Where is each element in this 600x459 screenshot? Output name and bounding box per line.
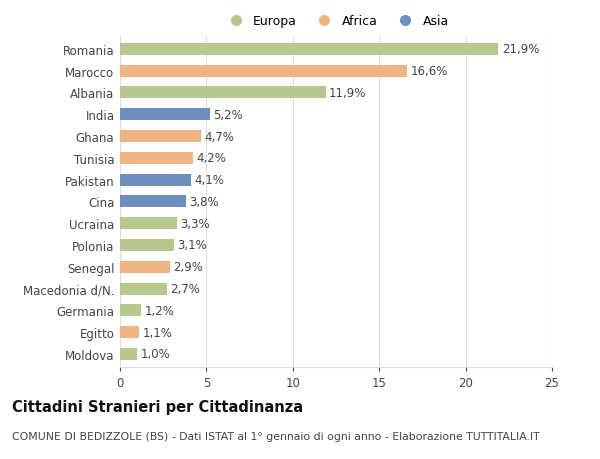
Bar — [120, 283, 167, 295]
Text: 1,1%: 1,1% — [142, 326, 172, 339]
Text: 1,0%: 1,0% — [141, 347, 170, 361]
Bar — [120, 131, 201, 143]
Text: 3,1%: 3,1% — [177, 239, 207, 252]
Text: Cittadini Stranieri per Cittadinanza: Cittadini Stranieri per Cittadinanza — [12, 399, 303, 414]
Text: 16,6%: 16,6% — [410, 65, 448, 78]
Text: 2,7%: 2,7% — [170, 282, 200, 296]
Bar — [120, 218, 177, 230]
Bar — [120, 261, 170, 273]
Text: 21,9%: 21,9% — [502, 43, 539, 56]
Bar — [120, 196, 185, 208]
Text: 5,2%: 5,2% — [214, 108, 243, 122]
Bar — [120, 326, 139, 338]
Text: 4,7%: 4,7% — [205, 130, 235, 143]
Bar — [120, 44, 499, 56]
Bar — [120, 305, 141, 317]
Text: 3,8%: 3,8% — [189, 196, 219, 208]
Text: 3,3%: 3,3% — [181, 217, 210, 230]
Text: 11,9%: 11,9% — [329, 87, 367, 100]
Text: 2,9%: 2,9% — [173, 261, 203, 274]
Legend: Europa, Africa, Asia: Europa, Africa, Asia — [218, 10, 454, 33]
Bar — [120, 152, 193, 164]
Bar — [120, 87, 326, 99]
Text: 4,2%: 4,2% — [196, 152, 226, 165]
Bar — [120, 240, 173, 252]
Bar — [120, 109, 210, 121]
Bar — [120, 348, 137, 360]
Text: 4,1%: 4,1% — [194, 174, 224, 187]
Bar — [120, 174, 191, 186]
Bar — [120, 66, 407, 78]
Text: 1,2%: 1,2% — [144, 304, 174, 317]
Text: COMUNE DI BEDIZZOLE (BS) - Dati ISTAT al 1° gennaio di ogni anno - Elaborazione : COMUNE DI BEDIZZOLE (BS) - Dati ISTAT al… — [12, 431, 539, 442]
